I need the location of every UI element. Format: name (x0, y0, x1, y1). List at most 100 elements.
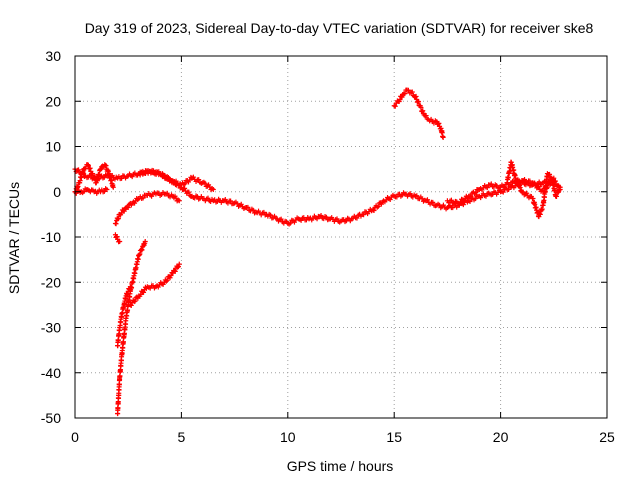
series-high-arc (391, 87, 446, 140)
data-point (536, 184, 542, 190)
data-point (202, 180, 208, 186)
data-point (484, 185, 490, 191)
data-point (141, 289, 147, 295)
data-point (409, 89, 415, 95)
data-point (85, 162, 91, 168)
series-end-spikes (504, 159, 563, 220)
grid-lines (75, 56, 607, 418)
data-point (162, 173, 168, 179)
data-point (502, 184, 508, 190)
data-point (104, 186, 110, 192)
data-point (334, 216, 340, 222)
data-point (115, 216, 121, 222)
y-tick-labels: -50 -40 -30 -20 -10 0 10 20 30 (41, 48, 61, 426)
data-point (175, 197, 181, 203)
data-point (128, 302, 134, 308)
data-point (318, 213, 324, 219)
data-point (423, 113, 429, 119)
data-point (405, 87, 411, 93)
data-point (245, 204, 251, 210)
data-point (557, 184, 563, 190)
data-point (75, 184, 81, 190)
data-point (392, 103, 398, 109)
data-point (467, 199, 473, 205)
y-tick-label: 10 (45, 139, 61, 155)
data-point (370, 207, 376, 213)
data-point (554, 193, 560, 199)
data-point (173, 178, 179, 184)
data-point (547, 181, 553, 187)
data-point (375, 203, 381, 209)
data-point (527, 178, 533, 184)
x-tick-labels: 0 5 10 15 20 25 (71, 429, 615, 445)
data-point (416, 99, 422, 105)
data-point (483, 193, 489, 199)
data-point (210, 186, 216, 192)
data-point (127, 284, 133, 290)
y-tick-label: 20 (45, 93, 61, 109)
x-axis-label: GPS time / hours (287, 458, 394, 474)
y-tick-label: -30 (41, 320, 61, 336)
data-point (371, 207, 377, 213)
data-point (186, 189, 192, 195)
data-point (457, 199, 463, 205)
data-point (98, 166, 104, 172)
data-point (115, 215, 121, 221)
x-tick-label: 15 (386, 429, 402, 445)
data-point (261, 209, 267, 215)
chart-title: Day 319 of 2023, Sidereal Day-to-day VTE… (85, 20, 594, 36)
data-point (175, 263, 181, 269)
data-point (176, 198, 182, 204)
data-point (81, 188, 87, 194)
x-tick-label: 25 (599, 429, 615, 445)
data-point (175, 264, 181, 270)
data-point (182, 185, 188, 191)
data-point (541, 189, 547, 195)
data-point (387, 197, 393, 203)
x-tick-label: 10 (280, 429, 296, 445)
data-point (119, 210, 125, 216)
data-point (448, 197, 454, 203)
data-point (472, 196, 478, 202)
x-tick-label: 5 (178, 429, 186, 445)
data-point (419, 196, 425, 202)
data-point (113, 221, 119, 227)
data-point (85, 162, 91, 168)
series-start-lower (72, 186, 110, 196)
series-start-band (72, 162, 116, 195)
y-tick-label: -20 (41, 274, 61, 290)
series-steep-drop (115, 239, 148, 417)
data-point (101, 174, 107, 180)
data-point (500, 189, 506, 195)
data-point (196, 177, 202, 183)
data-point (547, 171, 553, 177)
data-markers (72, 87, 563, 417)
data-point (132, 298, 138, 304)
data-point (228, 198, 234, 204)
y-tick-label: 0 (53, 184, 61, 200)
data-point (440, 134, 446, 140)
data-point (551, 175, 557, 181)
data-point (394, 194, 400, 200)
series-late-band (444, 175, 557, 207)
data-point (103, 163, 109, 169)
data-point (176, 261, 182, 267)
data-point (430, 199, 436, 205)
data-point (87, 165, 93, 171)
data-point (268, 212, 274, 218)
data-point (164, 277, 170, 283)
data-point (402, 91, 408, 97)
data-point (105, 168, 111, 174)
data-point (172, 268, 178, 274)
data-point (323, 214, 329, 220)
data-point (374, 204, 380, 210)
data-point (436, 120, 442, 126)
data-point (420, 108, 426, 114)
data-point (121, 208, 127, 214)
series-steep-drop-2 (115, 284, 133, 349)
data-point (424, 197, 430, 203)
data-point (354, 215, 360, 221)
data-point (556, 188, 562, 194)
data-point (473, 190, 479, 196)
